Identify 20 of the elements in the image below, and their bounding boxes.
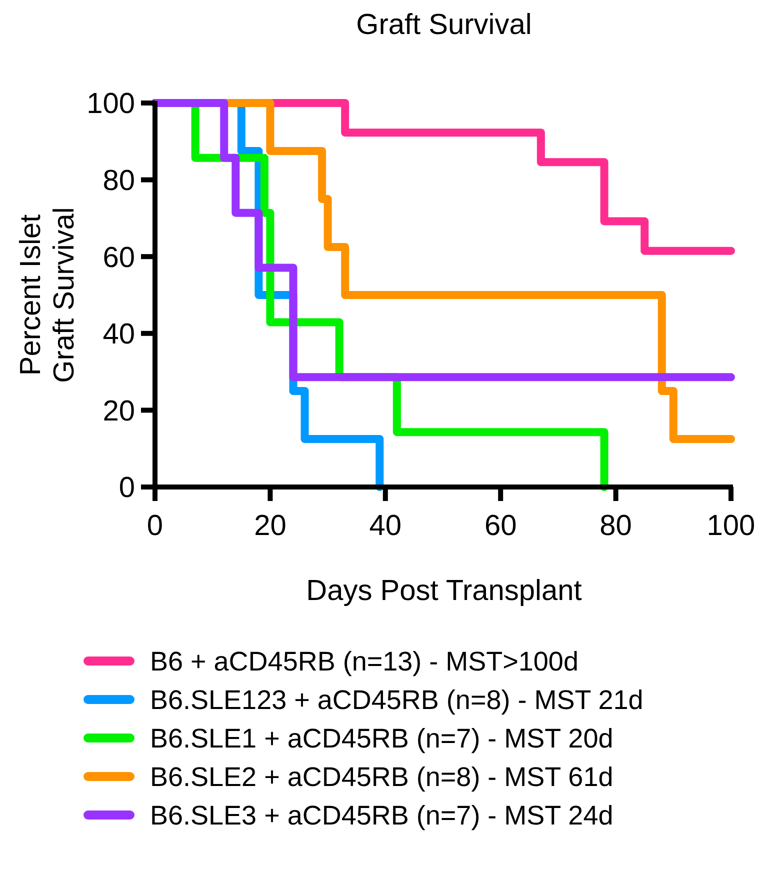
x-tick-label: 60 (484, 510, 517, 542)
y-tick-label: 20 (102, 395, 135, 428)
chart-title: Graft Survival (356, 9, 532, 41)
legend-label: B6.SLE3 + aCD45RB (n=7) - MST 24d (150, 800, 614, 830)
y-tick-label: 0 (118, 472, 135, 504)
y-tick-label: 40 (102, 318, 135, 351)
legend-label: B6.SLE1 + aCD45RB (n=7) - MST 20d (150, 723, 614, 754)
x-tick-label: 80 (600, 510, 632, 542)
legend-label: B6.SLE2 + aCD45RB (n=8) - MST 61d (150, 762, 614, 792)
y-axis-title: Percent Islet Graft Survival (15, 207, 80, 383)
legend-label: B6.SLE123 + aCD45RB (n=8) - MST 21d (150, 684, 644, 715)
x-tick-label: 0 (146, 510, 164, 542)
legend-label: B6 + aCD45RB (n=13) - MST>100d (150, 646, 578, 676)
y-tick-label: 80 (102, 164, 135, 197)
y-tick-label: 100 (86, 88, 135, 120)
x-tick-label: 100 (706, 510, 756, 542)
x-tick-label: 20 (254, 510, 286, 542)
x-axis-title: Days Post Transplant (306, 575, 582, 607)
y-tick-label: 60 (102, 242, 135, 274)
x-tick-label: 40 (369, 510, 402, 542)
